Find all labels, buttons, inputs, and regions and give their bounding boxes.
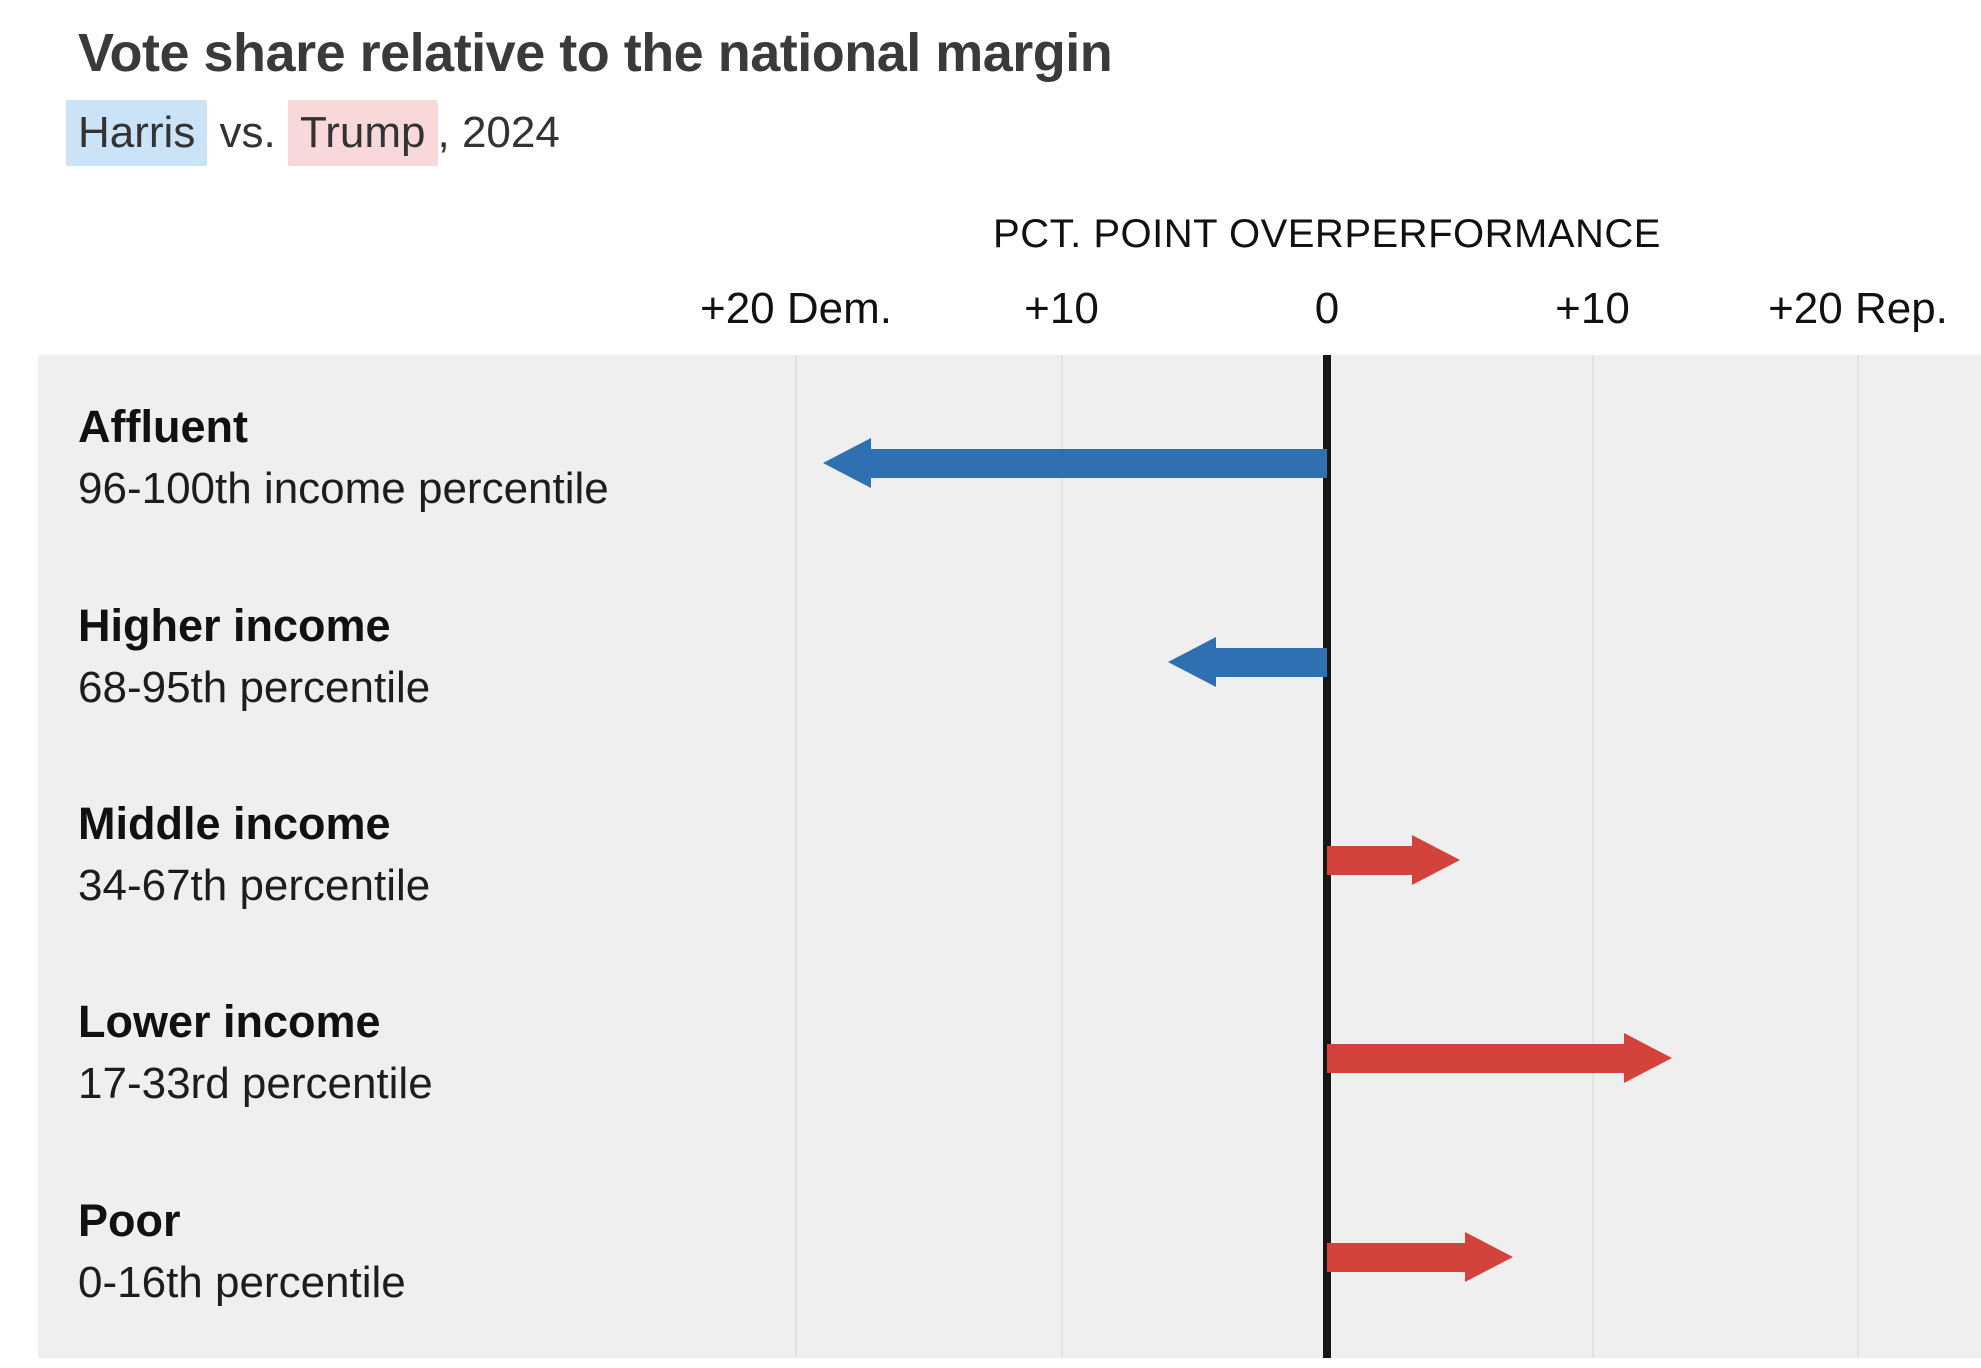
arrow-shaft — [1327, 1043, 1629, 1073]
row-sublabel: 0-16th percentile — [78, 1258, 406, 1307]
axis-tick-label: +10 — [1555, 284, 1630, 333]
arrow-head-left-icon — [822, 438, 871, 488]
axis-tick-label: +20 Rep. — [1768, 284, 1948, 333]
arrow-head-left-icon — [1167, 637, 1216, 687]
axis-title: PCT. POINT OVERPERFORMANCE — [993, 212, 1661, 256]
overperformance-arrow — [1327, 835, 1460, 885]
axis-tick-label: +20 Dem. — [700, 284, 892, 333]
row-label: Lower income — [78, 996, 381, 1047]
overperformance-arrow — [1167, 637, 1327, 687]
row-label: Middle income — [78, 798, 391, 849]
page-title: Vote share relative to the national marg… — [78, 23, 1113, 83]
arrow-shaft — [1327, 845, 1416, 875]
gridline — [1060, 355, 1063, 1358]
trump-highlight: Trump — [288, 100, 438, 166]
gridline — [795, 355, 797, 1358]
gridline — [1857, 355, 1859, 1358]
subtitle-year-text: , 2024 — [437, 108, 560, 157]
arrow-head-right-icon — [1624, 1033, 1673, 1083]
gridline — [1591, 355, 1594, 1358]
overperformance-arrow — [822, 438, 1327, 488]
row-sublabel: 17-33rd percentile — [78, 1059, 433, 1108]
subtitle-vs-text: vs. — [207, 108, 289, 157]
plot-panel — [38, 355, 1981, 1358]
row-sublabel: 34-67th percentile — [78, 861, 431, 910]
row-sublabel: 68-95th percentile — [78, 663, 431, 712]
arrow-shaft — [866, 448, 1327, 478]
row-label: Affluent — [78, 401, 248, 452]
row-label: Poor — [78, 1195, 181, 1246]
chart-subtitle: Harris vs. Trump, 2024 — [66, 100, 560, 166]
overperformance-arrow — [1327, 1033, 1673, 1083]
harris-highlight: Harris — [66, 100, 208, 166]
arrow-shaft — [1211, 647, 1327, 677]
row-label: Higher income — [78, 600, 391, 651]
arrow-head-right-icon — [1411, 835, 1460, 885]
arrow-head-right-icon — [1464, 1232, 1513, 1282]
row-sublabel: 96-100th income percentile — [78, 464, 609, 513]
axis-tick-label: 0 — [1314, 284, 1340, 333]
arrow-shaft — [1327, 1242, 1469, 1272]
axis-tick-label: +10 — [1024, 284, 1099, 333]
overperformance-arrow — [1327, 1232, 1513, 1282]
